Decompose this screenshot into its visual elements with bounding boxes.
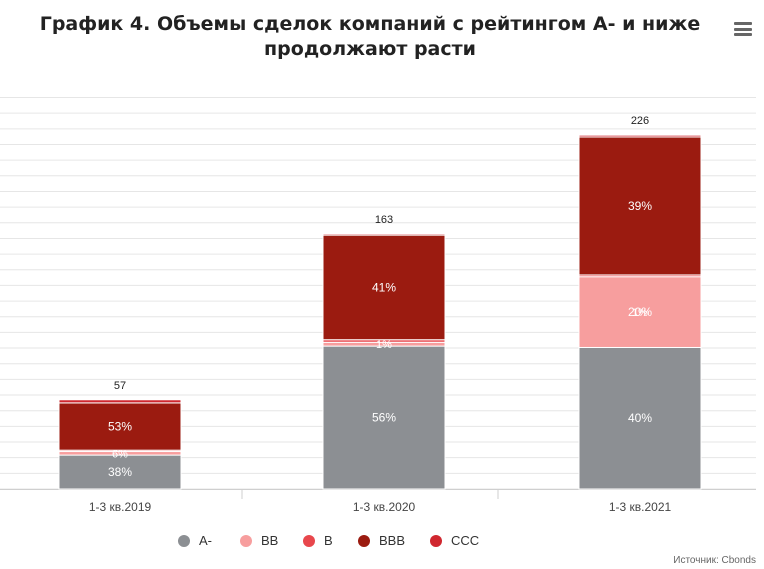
legend-label: B (324, 533, 333, 548)
legend-item-bb[interactable]: BB (240, 533, 278, 548)
data-label: 1% (632, 307, 648, 319)
bar-segment-ccc (578, 134, 702, 138)
data-label: 1% (376, 339, 392, 351)
x-tick-label: 1-3 кв.2019 (89, 500, 152, 514)
hamburger-menu-icon[interactable] (734, 22, 752, 36)
legend-label: BBB (379, 533, 406, 548)
data-label: 39% (628, 199, 652, 213)
total-label: 226 (631, 115, 649, 127)
legend-item-bbb[interactable]: BBB (358, 533, 405, 548)
bar-segment-ccc (58, 399, 182, 404)
bar-segment-aminus (58, 454, 182, 490)
data-label: 20% (628, 305, 652, 319)
legend-label: CCC (451, 533, 480, 548)
source-note: Источник: Cbonds (673, 555, 756, 566)
data-label: 56% (372, 411, 396, 425)
chart-legend: A- BB B BBB CCC (0, 533, 764, 551)
data-label: 41% (372, 280, 396, 294)
legend-item-ccc[interactable]: CCC (430, 533, 479, 548)
bar-segment-bbb (322, 234, 446, 341)
data-label: 38% (108, 465, 132, 479)
legend-marker-icon (178, 534, 190, 547)
bar-segment-ccc (322, 233, 446, 236)
bar-segment-bbb (578, 136, 702, 276)
legend-marker-icon (303, 534, 315, 547)
x-tick-label: 1-3 кв.2020 (353, 500, 416, 514)
legend-item-aminus[interactable]: A- (178, 533, 212, 548)
x-tick-label: 1-3 кв.2021 (609, 500, 672, 514)
legend-marker-icon (430, 534, 442, 547)
data-label: 53% (108, 420, 132, 434)
data-label: 6% (112, 448, 128, 460)
legend-item-b[interactable]: B (303, 533, 333, 548)
legend-label: A- (199, 533, 212, 548)
total-label: 57 (114, 380, 126, 392)
chart-title: График 4. Объемы сделок компаний с рейти… (0, 12, 740, 62)
legend-label: BB (261, 533, 279, 548)
legend-marker-icon (358, 534, 370, 547)
data-label: 40% (628, 411, 652, 425)
bar-segment-aminus (578, 346, 702, 490)
legend-marker-icon (240, 534, 252, 547)
bar-segment-bb (578, 276, 702, 348)
total-label: 163 (375, 214, 393, 226)
bar-segment-aminus (322, 345, 446, 490)
chart-title-line1: График 4. Объемы сделок компаний с рейти… (39, 13, 701, 35)
chart-title-line2: продолжают расти (264, 38, 476, 60)
